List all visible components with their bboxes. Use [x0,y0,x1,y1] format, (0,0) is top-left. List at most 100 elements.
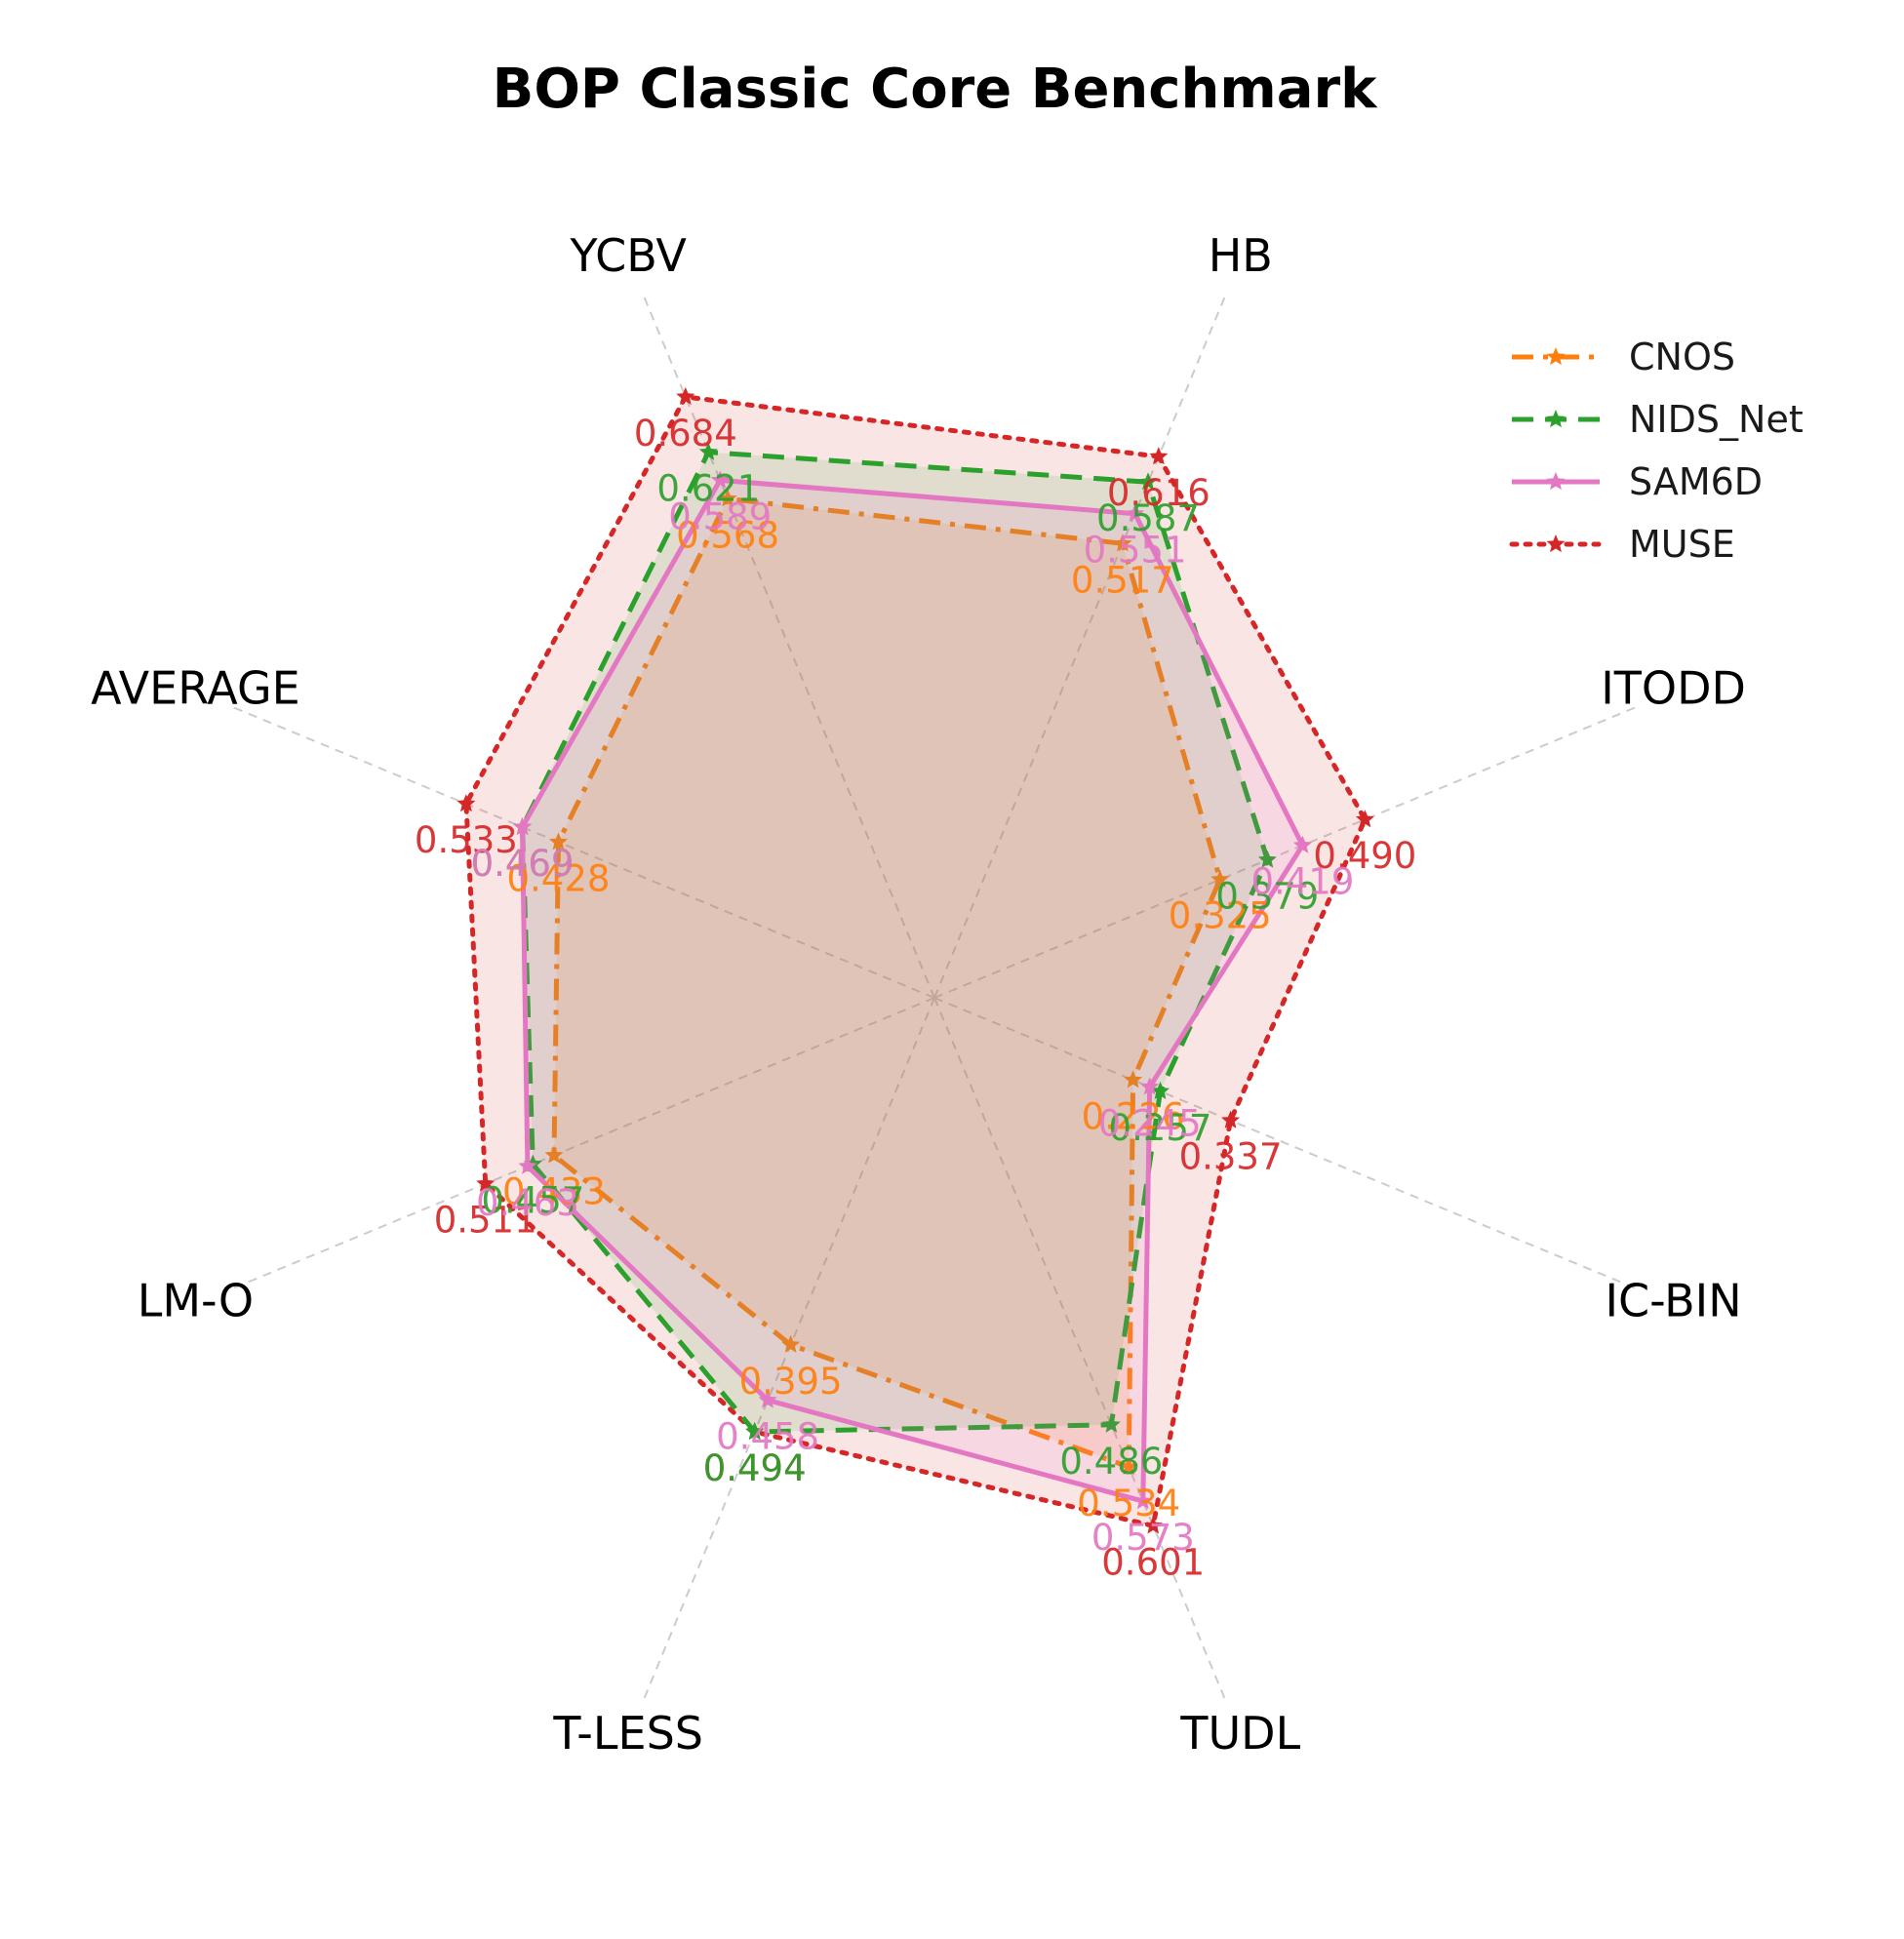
legend-label-sam6d: SAM6D [1629,460,1763,503]
point-cnos-average [549,832,568,851]
axis-label-ycbv: YCBV [570,229,688,282]
legend-marker-nids-net [1546,410,1566,428]
point-sam6d-lm-o [518,1156,537,1174]
point-sam6d-itodd [1292,835,1312,853]
data-label-sam6d-tudl: 0.573 [1091,1517,1195,1559]
data-label-nids-net-lm-o: 0.457 [481,1180,584,1222]
data-label-nids-net-tudl: 0.486 [1059,1441,1163,1483]
axis-label-ic-bin: IC-BIN [1605,1274,1741,1326]
data-label-sam6d-lm-o: 0.463 [476,1182,579,1224]
data-label-sam6d-ic-bin: 0.245 [1098,1102,1202,1144]
point-muse-lm-o [476,1173,496,1192]
point-nids-net-tudl [1101,1414,1121,1433]
point-nids-net-itodd [1257,850,1277,868]
legend-marker-sam6d [1546,472,1566,491]
data-label-sam6d-ycbv: 0.589 [668,495,772,537]
legend: CNOS NIDS_Net SAM6D MUSE [1509,336,1804,566]
legend-item-muse: MUSE [1509,523,1735,566]
axis-label-lm-o: LM-O [138,1274,254,1326]
point-sam6d-average [513,817,532,836]
point-cnos-ycbv [718,489,737,507]
point-cnos-t-less [781,1334,801,1353]
data-label-cnos-average: 0.428 [506,857,610,899]
series-sam6d [513,470,1312,1510]
data-label-nids-net-t-less: 0.494 [703,1447,807,1489]
data-label-nids-net-itodd: 0.379 [1215,876,1319,918]
point-sam6d-ic-bin [1140,1077,1160,1095]
data-label-cnos-t-less: 0.395 [739,1361,843,1403]
data-label-cnos-hb: 0.517 [1071,559,1174,601]
point-muse-ic-bin [1221,1110,1241,1128]
data-label-nids-net-hb: 0.587 [1096,497,1200,539]
series-fill-cnos [554,498,1220,1467]
grid-spoke-tudl [933,997,1227,1702]
data-label-sam6d-average: 0.469 [471,843,575,885]
point-cnos-tudl [1119,1457,1138,1476]
point-muse-average [456,794,476,812]
point-nids-net-ic-bin [1151,1081,1170,1099]
axis-labels-layer: HB YCBV AVERAGE LM-O T-LESS TUDL IC-BIN ITODD [91,229,1746,1760]
data-label-cnos-lm-o: 0.433 [502,1171,606,1213]
point-nids-net-t-less [745,1422,765,1441]
series-fill-nids-net [522,452,1268,1433]
data-label-nids-net-average: 0.469 [471,843,575,885]
point-sam6d-ycbv [710,470,730,489]
point-muse-tudl [1143,1516,1163,1534]
point-muse-hb [1149,447,1169,465]
point-sam6d-t-less [758,1390,777,1408]
axis-label-average: AVERAGE [91,662,300,715]
data-label-muse-lm-o: 0.511 [434,1200,537,1242]
data-label-muse-t-less: 0.494 [703,1447,807,1489]
grid-spoke-average [230,705,935,999]
point-cnos-hb [1113,534,1132,552]
legend-marker-muse [1546,534,1566,553]
point-muse-itodd [1355,810,1374,828]
point-sam6d-hb [1126,503,1145,522]
data-labels-layer: 0.616 0.684 0.533 0.511 0.494 0.601 0.337 0.490… [415,413,1416,1584]
axis-label-tudl: TUDL [1179,1707,1300,1760]
data-label-muse-ic-bin: 0.337 [1179,1136,1283,1178]
series-layer [456,386,1374,1534]
data-label-nids-net-ic-bin: 0.257 [1109,1107,1212,1149]
data-label-muse-average: 0.533 [415,819,518,861]
data-label-muse-itodd: 0.490 [1313,835,1416,877]
grid-spoke-itodd [933,705,1639,999]
axis-label-hb: HB [1209,229,1273,282]
legend-label-cnos: CNOS [1629,336,1735,378]
series-fill-sam6d [522,480,1303,1502]
axis-label-itodd: ITODD [1601,662,1746,715]
legend-item-nids-net: NIDS_Net [1512,398,1804,441]
data-label-muse-tudl: 0.601 [1101,1541,1205,1583]
data-label-sam6d-itodd: 0.419 [1250,861,1354,903]
legend-item-sam6d: SAM6D [1512,460,1763,503]
series-fill-muse [465,396,1366,1526]
data-label-nids-net-ycbv: 0.621 [656,468,760,510]
data-label-cnos-itodd: 0.325 [1169,895,1272,937]
point-cnos-lm-o [544,1145,564,1164]
point-muse-ycbv [676,386,695,405]
axis-label-t-less: T-LESS [552,1707,703,1760]
data-label-sam6d-t-less: 0.458 [716,1416,819,1458]
chart-title: BOP Classic Core Benchmark [493,58,1378,121]
point-cnos-ic-bin [1124,1070,1143,1088]
grid-spoke-ycbv [642,294,935,999]
grid-spoke-lm-o [230,997,935,1290]
point-nids-net-hb [1138,472,1158,491]
legend-label-nids-net: NIDS_Net [1629,398,1804,441]
data-label-muse-hb: 0.616 [1107,472,1210,514]
series-nids-net [513,442,1277,1441]
data-label-muse-ycbv: 0.684 [634,413,737,455]
point-sam6d-tudl [1133,1491,1153,1510]
grid-spoke-ic-bin [933,997,1639,1290]
legend-item-cnos: CNOS [1512,336,1735,378]
point-nids-net-ycbv [698,442,718,460]
grid-spoke-hb [933,294,1227,999]
data-label-cnos-tudl: 0.534 [1077,1483,1180,1524]
series-cnos [544,489,1230,1476]
legend-label-muse: MUSE [1629,523,1735,566]
point-cnos-itodd [1210,869,1230,888]
legend-marker-cnos [1546,347,1566,366]
data-label-cnos-ycbv: 0.568 [676,514,779,556]
